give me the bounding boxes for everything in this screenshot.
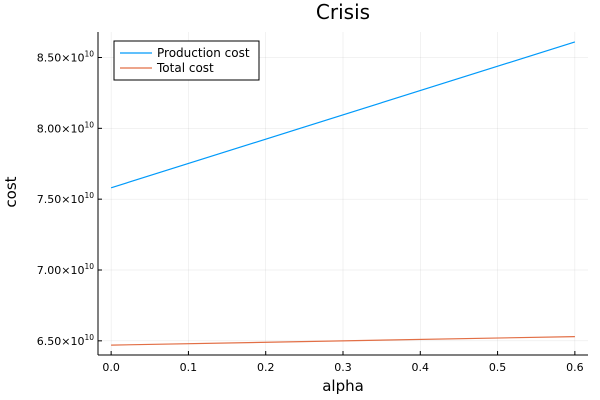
- y-axis-title: cost: [2, 176, 20, 207]
- y-axis-ticks: 6.50×1010 7.00×1010 7.50×1010 8.00×1010 8.50…: [37, 50, 102, 348]
- series-lines: [110, 41, 576, 346]
- x-tick-label-0: 0.0: [102, 361, 120, 374]
- x-tick-label-3: 0.3: [334, 361, 352, 374]
- x-tick-label-4: 0.4: [412, 361, 430, 374]
- chart-title: Crisis: [316, 0, 370, 24]
- series-line-production-cost: [110, 41, 576, 189]
- y-tick-label-2: 7.50×1010: [37, 191, 94, 206]
- legend-label-0: Production cost: [157, 46, 250, 60]
- x-axis-title: alpha: [322, 377, 364, 395]
- legend-box: [113, 40, 260, 81]
- y-tick-label-0: 6.50×1010: [37, 333, 94, 348]
- x-tick-label-2: 0.2: [257, 361, 275, 374]
- x-tick-label-5: 0.5: [489, 361, 507, 374]
- x-axis-ticks: 0.0 0.1 0.2 0.3 0.4 0.5 0.6: [102, 351, 584, 374]
- series-line-total-cost: [111, 336, 575, 346]
- x-tick-label-1: 0.1: [180, 361, 198, 374]
- y-tick-label-4: 8.50×1010: [37, 50, 94, 65]
- y-tick-label-3: 8.00×1010: [37, 120, 94, 135]
- y-tick-label-1: 7.00×1010: [37, 262, 94, 277]
- legend-label-1: Total cost: [156, 61, 214, 75]
- x-tick-label-6: 0.6: [566, 361, 584, 374]
